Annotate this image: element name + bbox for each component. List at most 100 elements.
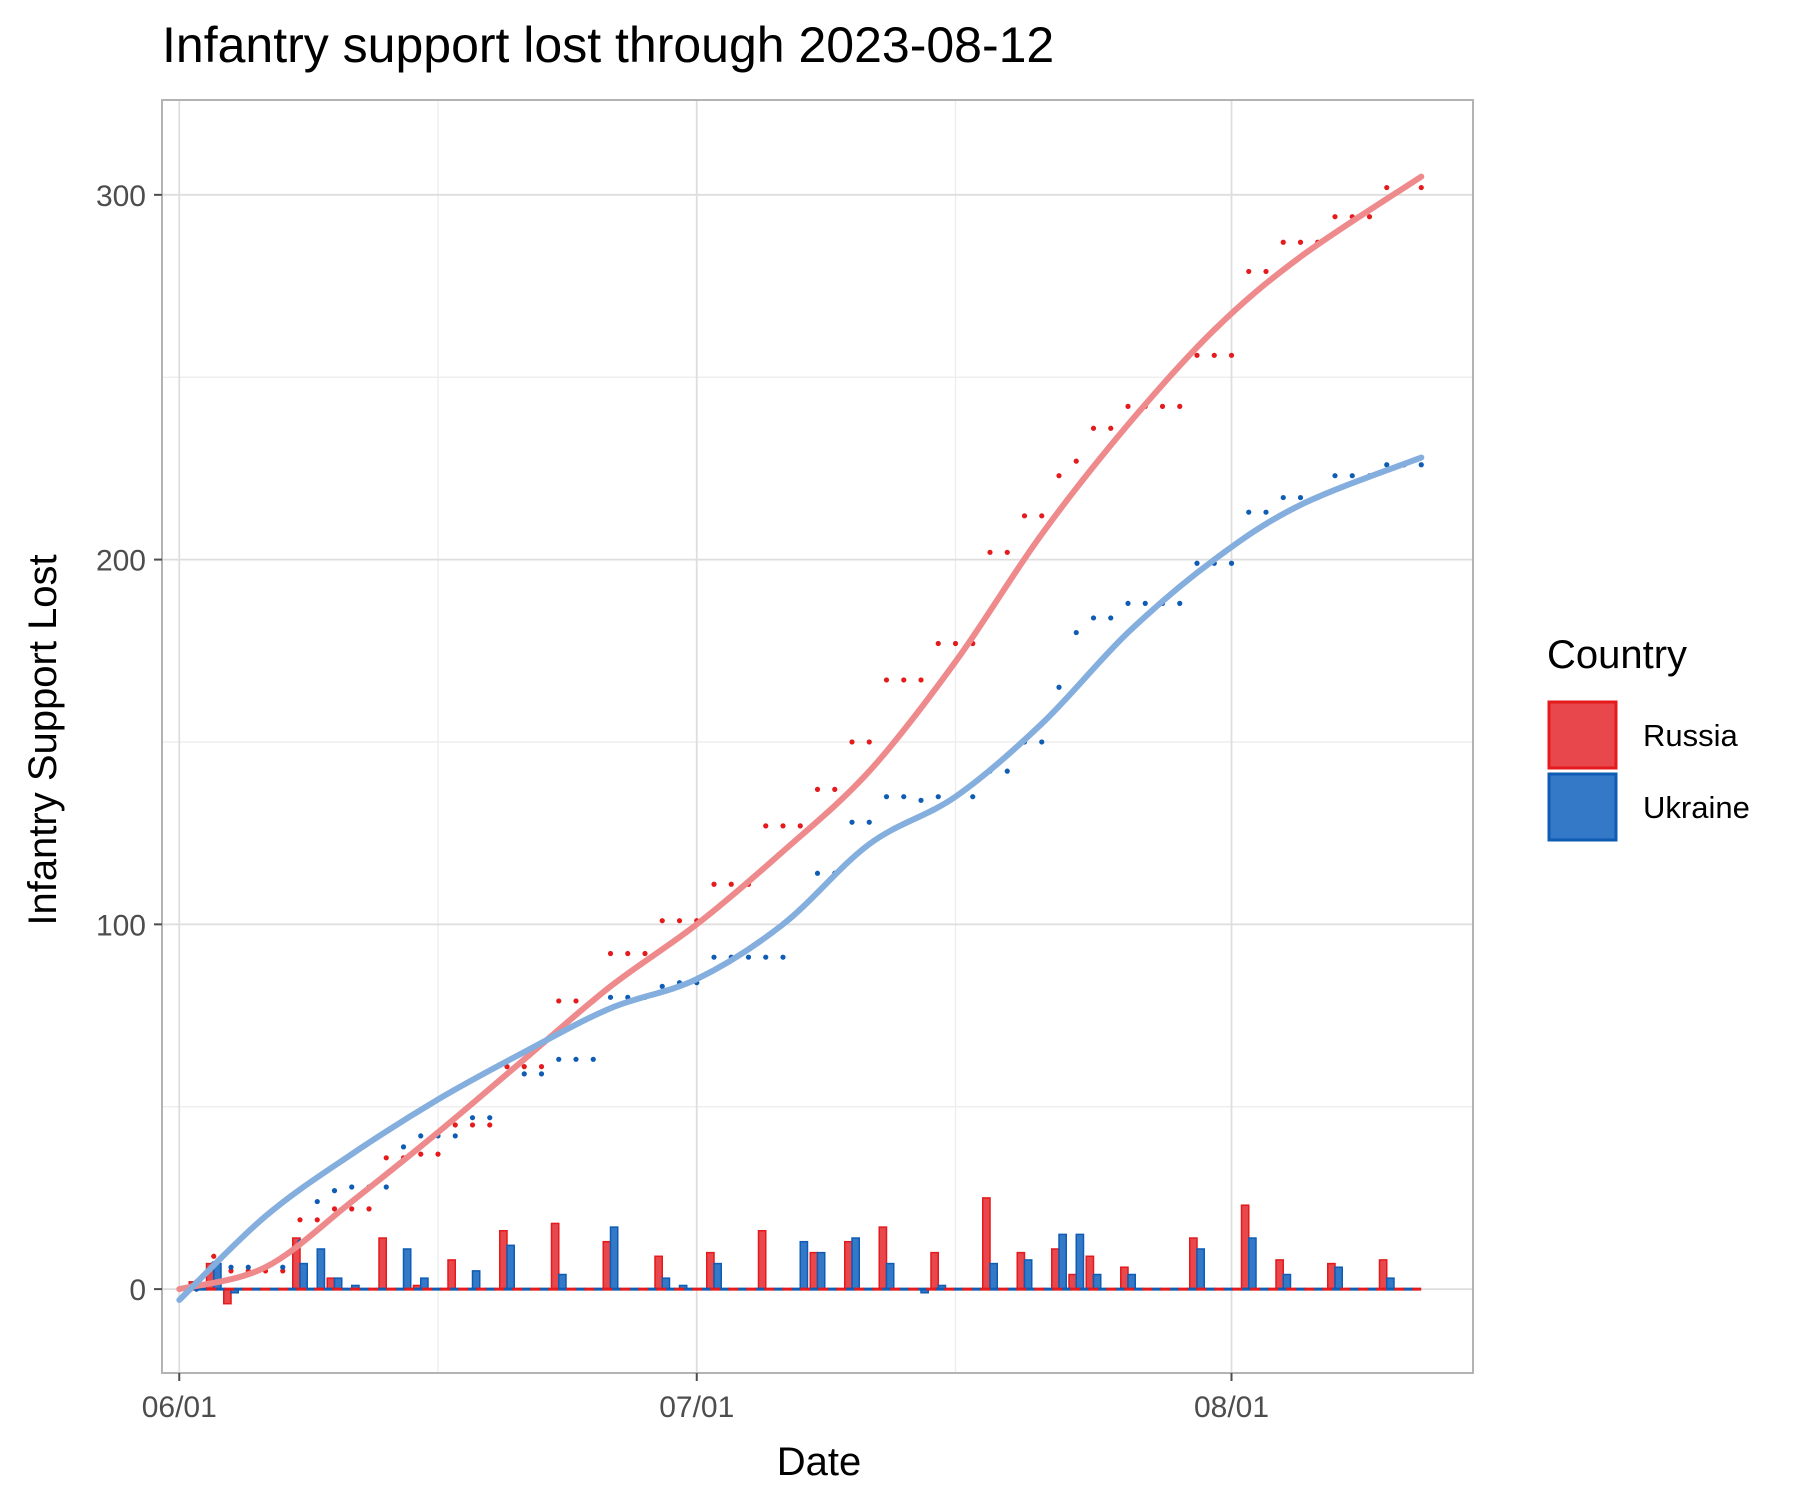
russia-cumulative-point (952, 640, 959, 647)
ukraine-daily-bar (1282, 1273, 1292, 1290)
russia-cumulative-point (297, 1217, 303, 1223)
ukraine-cumulative-point (383, 1184, 389, 1190)
ukraine-cumulative-point (538, 1071, 545, 1077)
ukraine-daily-bar (558, 1273, 567, 1290)
ukraine-cumulative-point (1280, 494, 1286, 501)
ukraine-daily-bar (1092, 1273, 1102, 1290)
ukraine-cumulative-point (331, 1188, 338, 1194)
russia-cumulative-point (1039, 513, 1045, 519)
ukraine-cumulative-point (1090, 615, 1097, 621)
legend-title: Country (1547, 633, 1687, 677)
russia-cumulative-point (780, 823, 786, 829)
russia-cumulative-point (435, 1151, 441, 1157)
ukraine-cumulative-point (349, 1184, 355, 1190)
russia-cumulative-point (987, 549, 993, 555)
russia-cumulative-point (676, 918, 683, 924)
ukraine-daily-bar (609, 1226, 619, 1290)
russia-cumulative-point (1211, 352, 1217, 358)
ukraine-daily-bar (661, 1277, 671, 1290)
ukraine-daily-bar (1196, 1248, 1205, 1290)
y-axis: 0 100 200 300 (96, 180, 162, 1307)
russia-cumulative-point (659, 918, 665, 924)
ukraine-cumulative-point (469, 1115, 476, 1121)
russia-daily-bar (757, 1229, 767, 1290)
russia-cumulative-point (331, 1206, 338, 1212)
russia-cumulative-point (642, 950, 648, 957)
ukraine-cumulative-point (883, 794, 890, 800)
ukraine-cumulative-point (521, 1071, 527, 1077)
russia-cumulative-point (763, 823, 769, 829)
russia-daily-bar (1068, 1273, 1078, 1290)
russia-cumulative-point (538, 1064, 545, 1070)
legend: Country Russia Ukraine (1547, 633, 1750, 842)
ukraine-cumulative-point (935, 794, 941, 800)
russia-daily-bar (378, 1237, 388, 1290)
russia-daily-bar (1016, 1251, 1026, 1290)
russia-smooth-line (176, 173, 1425, 1293)
ukraine-cumulative-point (745, 954, 752, 960)
russia-cumulative-point (607, 950, 614, 957)
russia-cumulative-point (866, 739, 872, 745)
russia-cumulative-point (814, 786, 821, 792)
ukraine-daily-bar (799, 1240, 809, 1290)
ukraine-cumulative-point (1418, 462, 1424, 468)
ukraine-cumulative-point (1228, 560, 1235, 566)
russia-daily-bar (654, 1255, 664, 1290)
russia-cumulative-point (280, 1268, 286, 1274)
ukraine-daily-bar (299, 1262, 308, 1290)
ukraine-cumulative-point (228, 1264, 234, 1270)
ukraine-cumulative-point (1039, 739, 1045, 745)
russia-cumulative-point (1228, 352, 1235, 358)
ukraine-cumulative-point (590, 1056, 596, 1062)
russia-daily-bar (1189, 1237, 1198, 1290)
ukraine-cumulative-point (607, 994, 614, 1000)
russia-cumulative-point (487, 1122, 493, 1128)
ukraine-daily-bar (471, 1270, 481, 1290)
russia-cumulative-point (1246, 268, 1252, 275)
russia-daily-bar (447, 1259, 457, 1290)
russia-daily-bar (809, 1251, 819, 1290)
y-tick-label: 300 (96, 180, 146, 213)
ukraine-cumulative-point (556, 1056, 562, 1062)
ukraine-cumulative-point (901, 794, 907, 800)
russia-cumulative-point (728, 881, 734, 887)
russia-cumulative-point (1090, 425, 1097, 431)
ukraine-daily-bar (506, 1244, 515, 1290)
ukraine-cumulative-point (1073, 629, 1079, 636)
ukraine-cumulative-point (245, 1264, 251, 1270)
ukraine-cumulative-point (711, 954, 717, 960)
ukraine-cumulative-point (1384, 462, 1390, 468)
ukraine-cumulative-point (1246, 509, 1252, 515)
russia-cumulative-point (314, 1217, 320, 1223)
y-axis-title: Infantry Support Lost (21, 554, 65, 925)
grid (162, 100, 1473, 1373)
ukraine-cumulative-point (970, 794, 976, 800)
russia-cumulative-point (832, 786, 838, 792)
ukraine-cumulative-point (1349, 473, 1355, 479)
russia-daily-bar (1051, 1248, 1060, 1290)
russia-daily-bar (1120, 1266, 1129, 1290)
russia-cumulative-point (366, 1206, 372, 1212)
russia-cumulative-point (418, 1151, 424, 1157)
russia-daily-bar (602, 1240, 612, 1290)
ukraine-cumulative-point (1177, 600, 1183, 606)
x-axis-title: Date (777, 1440, 862, 1484)
y-tick-label: 100 (96, 909, 146, 942)
ukraine-daily-bar (333, 1277, 343, 1290)
smooth-line-layer (176, 173, 1425, 1303)
russia-cumulative-point (625, 950, 631, 957)
russia-cumulative-point (901, 677, 907, 683)
bar-layer (188, 1197, 1395, 1305)
ukraine-smooth-line (176, 454, 1425, 1303)
x-tick-label: 07/01 (659, 1391, 734, 1424)
legend-key-russia (1547, 700, 1618, 770)
russia-cumulative-point (1108, 425, 1114, 431)
russia-cumulative-point (711, 881, 717, 887)
ukraine-daily-bar (713, 1262, 722, 1290)
russia-daily-bar (499, 1229, 508, 1290)
ukraine-cumulative-point (1056, 684, 1062, 690)
x-tick-label: 06/01 (142, 1391, 217, 1424)
russia-cumulative-point (469, 1122, 476, 1128)
x-tick-label: 08/01 (1194, 1391, 1269, 1424)
russia-cumulative-point (1021, 513, 1028, 519)
